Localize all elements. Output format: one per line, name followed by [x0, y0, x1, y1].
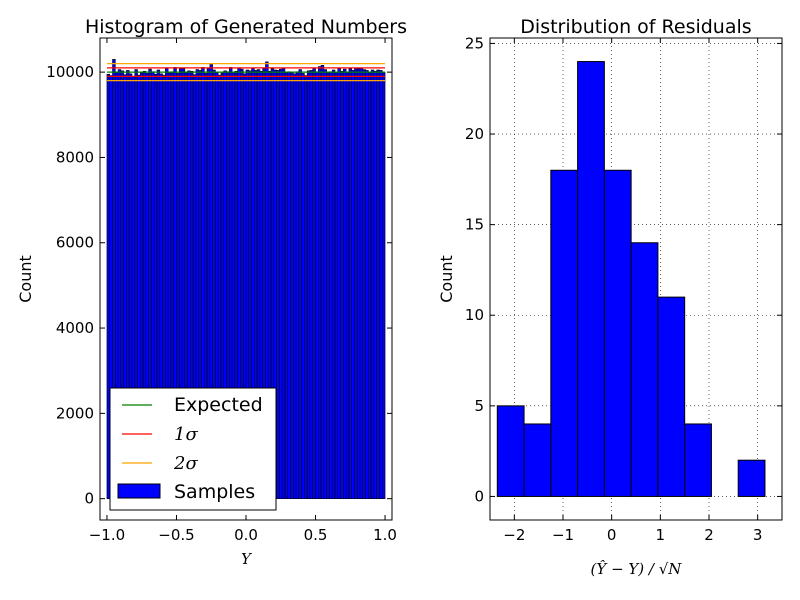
legend-expected-label: Expected [174, 394, 263, 416]
histogram-bar [295, 71, 300, 499]
y-tick-label: 0 [474, 487, 484, 505]
y-tick-label: 15 [465, 216, 484, 234]
y-tick-label: 0 [84, 490, 94, 508]
histogram-x-label: Y [241, 550, 253, 568]
x-tick-label: 0 [607, 526, 617, 544]
histogram-x-ticks: −1.0 −0.5 0.0 0.5 1.0 [89, 38, 397, 544]
residual-bar [496, 405, 525, 497]
histogram-bar [348, 68, 352, 499]
legend-samples-label: Samples [174, 481, 255, 503]
legend-samples-swatch [117, 483, 161, 499]
residual-bar [550, 169, 579, 497]
histogram-bar [320, 64, 325, 499]
histogram-reference-lines [106, 62, 386, 82]
residuals-x-ticks: −2 −1 0 1 2 3 [503, 38, 762, 544]
residuals-title: Distribution of Residuals [520, 16, 751, 38]
histogram-bar [340, 70, 344, 499]
legend-entry-samples: Samples [117, 481, 255, 503]
residual-bar [603, 169, 632, 497]
histogram-bar [343, 68, 347, 499]
histogram-bar [298, 69, 302, 499]
y-tick-label: 8000 [56, 148, 94, 166]
histogram-bar [354, 67, 358, 499]
histogram-bar [356, 68, 361, 499]
histogram-legend: Expected 1σ 2σ Samples [109, 387, 277, 511]
histogram-bar [323, 69, 327, 499]
residuals-axes-frame [489, 37, 783, 521]
histogram-bar [329, 71, 333, 499]
histogram-bar [276, 70, 280, 499]
residual-bar [577, 61, 605, 497]
x-tick-label: 2 [704, 526, 714, 544]
y-tick-label: 25 [465, 34, 484, 52]
y-tick-label: 4000 [56, 319, 94, 337]
x-tick-label: 0.0 [234, 526, 258, 544]
histogram-bar [318, 66, 322, 499]
residuals-y-ticks: 0 5 10 15 20 25 [465, 34, 782, 505]
y-tick-label: 10000 [46, 63, 94, 81]
histogram-title: Histogram of Generated Numbers [85, 16, 407, 38]
histogram-bar [315, 71, 319, 499]
residuals-y-label: Count [437, 255, 456, 303]
histogram-bar [292, 73, 297, 499]
histogram-bar [337, 67, 341, 499]
histogram-y-label: Count [16, 255, 35, 303]
x-tick-label: 3 [753, 526, 763, 544]
histogram-bar [376, 69, 380, 499]
x-tick-label: 1 [656, 526, 666, 544]
y-tick-label: 6000 [56, 234, 94, 252]
histogram-bar [106, 73, 111, 499]
y-tick-label: 5 [474, 397, 484, 415]
histogram-bar [290, 71, 294, 499]
x-tick-label: 0.5 [304, 526, 328, 544]
histogram-bar [359, 67, 364, 499]
histogram-bar [284, 72, 289, 499]
histogram-chart: Histogram of Generated Numbers −1.0 −0.5 0… [16, 16, 407, 568]
residuals-bars [496, 61, 766, 497]
histogram-bar [370, 69, 375, 499]
y-tick-label: 10 [465, 306, 484, 324]
histogram-bar [312, 67, 316, 499]
histogram-bar [365, 70, 369, 499]
histogram-bar [368, 72, 372, 499]
histogram-bar [287, 71, 291, 499]
histogram-bar [381, 72, 386, 499]
residual-bar [684, 423, 712, 497]
legend-entry-1sigma: 1σ [122, 424, 198, 445]
legend-entry-2sigma: 2σ [122, 453, 198, 474]
histogram-bar [379, 70, 383, 499]
residual-bar [630, 242, 659, 497]
residual-bar [657, 296, 686, 497]
x-tick-label: 1.0 [373, 526, 397, 544]
histogram-bar [326, 72, 330, 499]
histogram-axes-frame [99, 37, 393, 521]
y-tick-label: 2000 [56, 404, 94, 422]
residual-bar [737, 459, 766, 497]
histogram-bar [304, 75, 308, 499]
x-tick-label: −0.5 [158, 526, 194, 544]
histogram-bar [281, 67, 286, 499]
legend-entry-expected: Expected [122, 394, 263, 416]
histogram-bar [301, 73, 305, 499]
residuals-chart: Distribution of Residuals −2 −1 0 1 2 3 0 5 10 1… [437, 16, 783, 578]
histogram-bar [309, 70, 314, 499]
histogram-bar [306, 70, 311, 499]
histogram-bar [331, 69, 336, 499]
y-tick-label: 20 [465, 125, 484, 143]
residuals-x-label: (Ŷ − Y) / √N [591, 560, 683, 578]
histogram-bar [351, 70, 355, 499]
histogram-bar [362, 69, 366, 499]
legend-1sigma-label: 1σ [174, 424, 198, 445]
histogram-bar [334, 71, 339, 499]
x-tick-label: −1 [552, 526, 574, 544]
histogram-bar [279, 68, 283, 499]
histogram-bar [373, 70, 378, 499]
x-tick-label: −2 [503, 526, 525, 544]
histogram-bar [345, 72, 350, 499]
histogram-y-ticks: 0 2000 4000 6000 8000 10000 [46, 63, 392, 508]
residual-bar [523, 423, 552, 497]
x-tick-label: −1.0 [89, 526, 125, 544]
legend-2sigma-label: 2σ [173, 453, 198, 474]
